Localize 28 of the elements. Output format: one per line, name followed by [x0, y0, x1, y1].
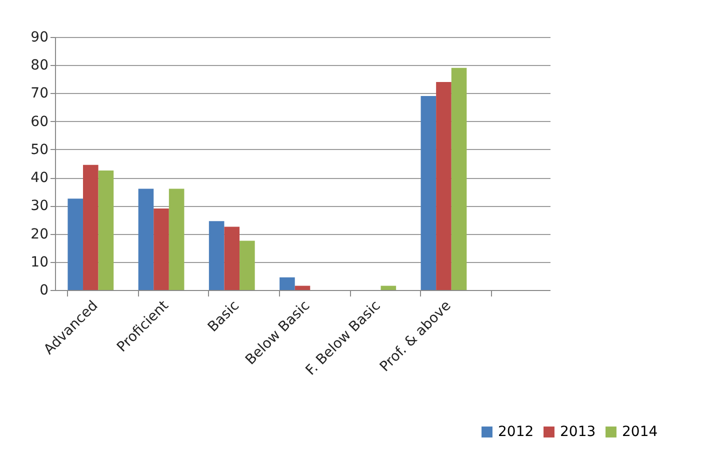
- bar: [98, 170, 114, 290]
- y-tick-label: 80: [30, 58, 48, 74]
- y-tick-label: 60: [30, 114, 48, 130]
- legend-label: 2012: [498, 424, 534, 440]
- bar: [168, 188, 184, 290]
- legend-label: 2013: [560, 424, 596, 440]
- y-tick-label: 50: [30, 142, 48, 158]
- bar: [138, 188, 154, 290]
- legend-label: 2014: [622, 424, 658, 440]
- y-tick-label: 20: [30, 226, 48, 242]
- y-tick-label: 40: [30, 170, 48, 186]
- bar: [436, 82, 452, 290]
- bar: [451, 68, 467, 290]
- y-tick-label: 70: [30, 86, 48, 102]
- bar: [83, 164, 98, 290]
- y-tick-label: 10: [30, 254, 48, 270]
- bar: [68, 198, 84, 290]
- bar: [224, 226, 240, 290]
- y-tick-label: 30: [30, 198, 48, 214]
- bar: [154, 208, 169, 290]
- bar: [420, 96, 436, 290]
- bar: [208, 221, 224, 290]
- y-tick-label: 0: [40, 282, 48, 298]
- bar: [380, 286, 396, 290]
- bar: [294, 286, 310, 290]
- bar: [240, 240, 255, 290]
- bar: [280, 277, 295, 290]
- y-tick-label: 90: [30, 30, 48, 46]
